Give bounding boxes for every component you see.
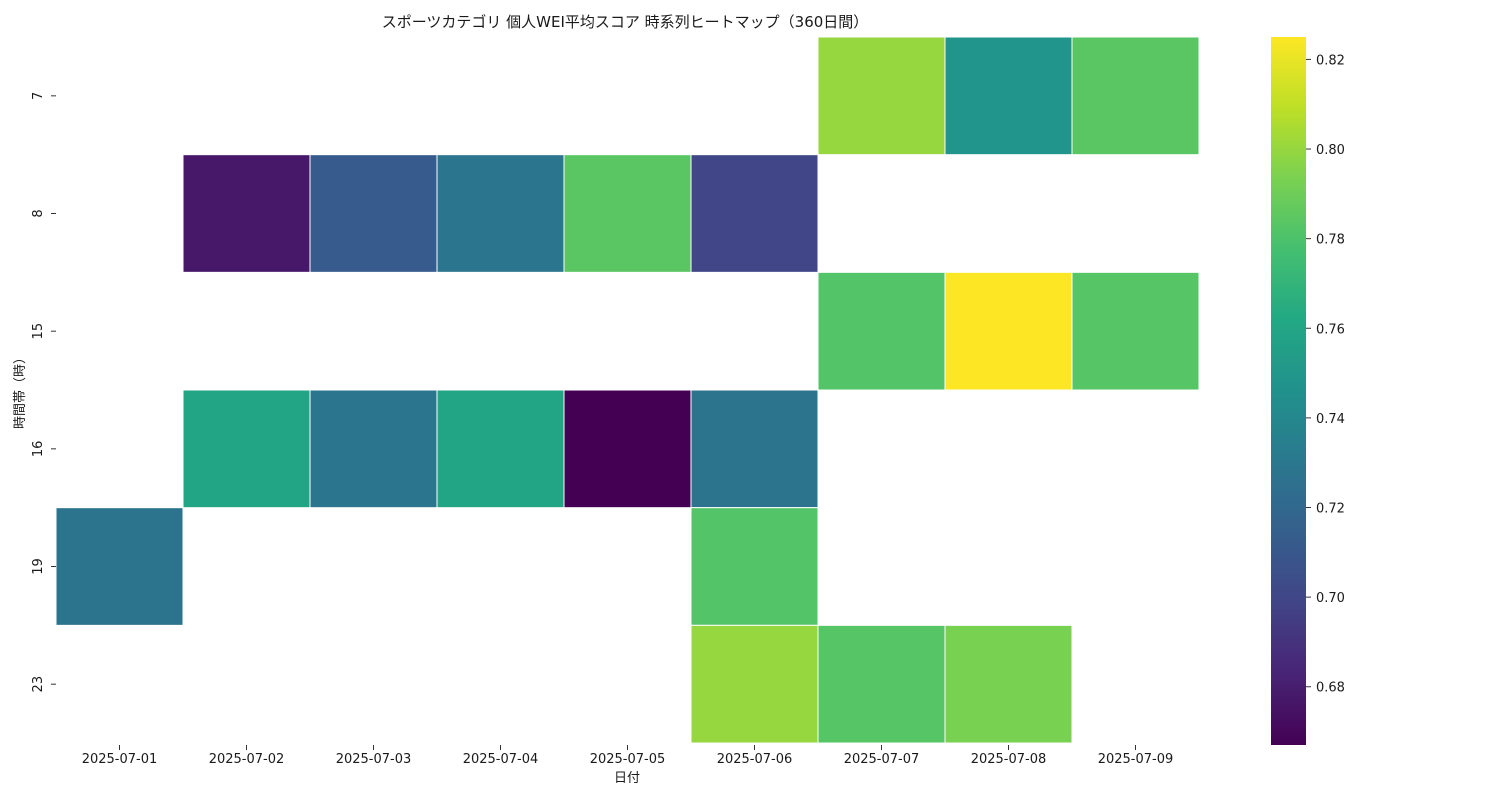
y-tick-label: 19 (31, 558, 46, 575)
colorbar-tick-label: 0.76 (1316, 322, 1345, 337)
heatmap-cell (817, 36, 946, 156)
heatmap-cell (309, 154, 438, 273)
heatmap-cell (1071, 36, 1200, 156)
x-tick-label: 2025-07-07 (844, 752, 920, 767)
x-tick-label: 2025-07-02 (209, 752, 285, 767)
heatmap-cell (1071, 271, 1200, 391)
heatmap-cells (55, 36, 1200, 744)
heatmap-cell (436, 154, 565, 273)
y-tick-label: 15 (31, 323, 46, 340)
y-tick-label: 7 (31, 92, 46, 100)
colorbar-tick-label: 0.74 (1316, 412, 1345, 427)
colorbar-tick-label: 0.80 (1316, 143, 1345, 158)
x-tick-label: 2025-07-05 (590, 752, 666, 767)
x-tick-label: 2025-07-03 (336, 752, 412, 767)
colorbar-tick-label: 0.72 (1316, 502, 1345, 517)
heatmap-cell (563, 389, 692, 509)
heatmap-cell (944, 624, 1073, 744)
heatmap-cell (436, 389, 565, 509)
y-tick-label: 16 (31, 441, 46, 458)
heatmap-cell (55, 507, 184, 626)
heatmap-cell (817, 624, 946, 744)
heatmap-cell (944, 36, 1073, 156)
x-tick-label: 2025-07-09 (1098, 752, 1174, 767)
heatmap-cell (690, 624, 819, 744)
heatmap-cell (690, 507, 819, 626)
heatmap-cell (182, 154, 311, 273)
heatmap-cell (690, 154, 819, 273)
x-tick-label: 2025-07-01 (82, 752, 158, 767)
x-tick-label: 2025-07-04 (463, 752, 539, 767)
heatmap-cell (309, 389, 438, 509)
colorbar (1271, 37, 1306, 745)
colorbar-tick-label: 0.70 (1316, 591, 1345, 606)
heatmap-cell (817, 271, 946, 391)
chart-title: スポーツカテゴリ 個人WEI平均スコア 時系列ヒートマップ（360日間） (382, 13, 869, 31)
colorbar-ticks: 0.68 0.70 0.72 0.74 0.76 0.78 0.80 0.82 (1306, 53, 1345, 696)
y-axis-label: 時間帯（時） (13, 351, 28, 429)
y-axis-ticks: 7 8 15 16 19 23 (31, 92, 56, 693)
y-tick-label: 8 (31, 209, 46, 217)
x-tick-label: 2025-07-08 (971, 752, 1047, 767)
colorbar-tick-label: 0.68 (1316, 681, 1345, 696)
x-axis-label: 日付 (614, 771, 640, 786)
heatmap-cell (690, 389, 819, 509)
x-axis-ticks: 2025-07-01 2025-07-02 2025-07-03 2025-07-04… (82, 745, 1174, 767)
y-tick-label: 23 (31, 676, 46, 693)
x-tick-label: 2025-07-06 (717, 752, 793, 767)
colorbar-tick-label: 0.78 (1316, 233, 1345, 248)
heatmap-cell (182, 389, 311, 509)
heatmap-cell (563, 154, 692, 273)
colorbar-tick-label: 0.82 (1316, 53, 1345, 68)
heatmap-cell (944, 271, 1073, 391)
